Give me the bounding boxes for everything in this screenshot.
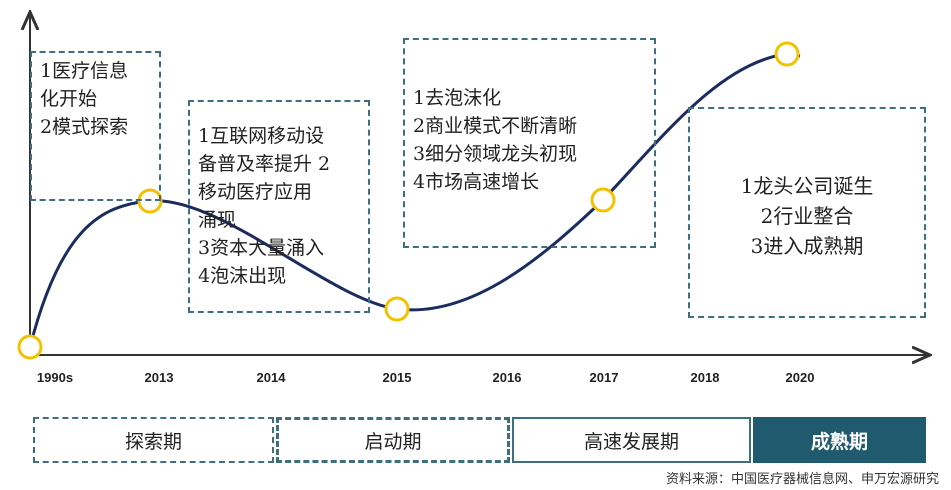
year-label: 2015: [382, 370, 412, 385]
note-line: 1龙头公司诞生: [740, 174, 874, 198]
note-line: 3细分领域龙头初现: [413, 143, 578, 165]
note-box-startup: 1互联网移动设 备普及率提升 2 移动医疗应用 涌现 3资本大量涌入 4泡沫出现: [188, 100, 370, 313]
note-line: 化开始: [40, 88, 98, 110]
year-label: 2018: [690, 370, 720, 385]
note-line: 涌现: [198, 209, 237, 231]
phase-rapid-growth: 高速发展期: [512, 417, 751, 463]
note-line: 2商业模式不断清晰: [413, 115, 578, 137]
year-label: 2016: [492, 370, 522, 385]
phase-mature: 成熟期: [753, 417, 926, 463]
milestone-marker-2013: [137, 188, 163, 214]
note-line: 4泡沫出现: [198, 265, 287, 287]
year-label: 2013: [144, 370, 174, 385]
note-line: 3进入成熟期: [750, 234, 864, 258]
source-note: 资料来源：中国医疗器械信息网、申万宏源研究: [665, 472, 939, 487]
note-box-exploration: 1医疗信息 化开始 2模式探索: [30, 51, 161, 201]
phase-startup: 启动期: [276, 417, 510, 463]
milestone-marker-2015: [384, 296, 410, 322]
milestone-marker-2017: [590, 187, 616, 213]
note-box-rapid-growth: 1去泡沫化 2商业模式不断清晰 3细分领域龙头初现 4市场高速增长: [403, 38, 656, 248]
note-line: 3资本大量涌入: [198, 237, 325, 259]
phase-exploration: 探索期: [33, 417, 274, 463]
year-label: 2014: [256, 370, 286, 385]
milestone-marker-2020: [774, 41, 800, 67]
note-line: 备普及率提升 2: [198, 153, 331, 175]
year-label: 1990s: [36, 370, 74, 385]
note-box-mature: 1龙头公司诞生 2行业整合 3进入成熟期: [688, 107, 926, 318]
year-label: 2020: [785, 370, 815, 385]
year-label: 2017: [589, 370, 619, 385]
note-line: 2模式探索: [40, 116, 129, 138]
note-line: 1去泡沫化: [413, 87, 502, 109]
note-line: 4市场高速增长: [413, 171, 540, 193]
milestone-marker-1990s: [17, 334, 43, 360]
note-line: 1医疗信息: [40, 60, 129, 82]
note-line: 移动医疗应用: [198, 181, 313, 203]
note-line: 2行业整合: [760, 204, 854, 228]
note-line: 1互联网移动设: [198, 125, 325, 147]
